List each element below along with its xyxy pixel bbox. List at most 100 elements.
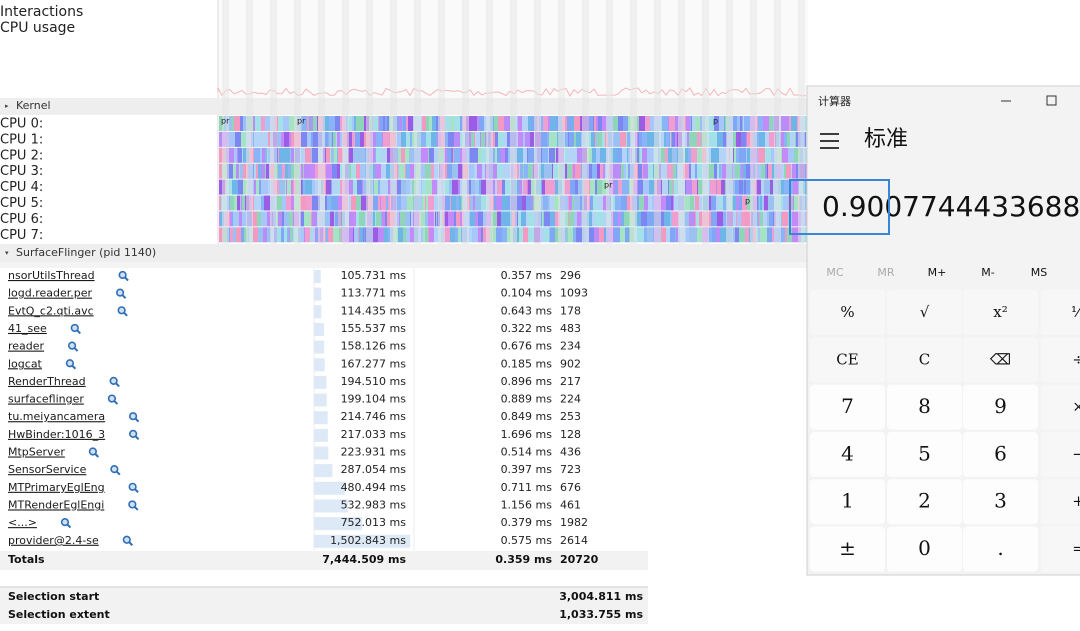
calc-key[interactable]: . — [963, 526, 1038, 572]
cpu-slice — [743, 227, 745, 243]
magnifier-icon[interactable] — [107, 394, 119, 405]
thread-name[interactable]: logd.reader.per — [8, 287, 93, 300]
magnifier-icon[interactable] — [118, 270, 129, 282]
magnifier-icon[interactable] — [109, 376, 120, 388]
cpu-slice — [564, 179, 570, 195]
vsync-band — [270, 0, 277, 268]
magnifier-icon[interactable] — [60, 517, 72, 529]
cpu-slice — [591, 131, 595, 147]
key-bg — [810, 337, 885, 383]
cpu-slice — [311, 116, 313, 131]
calc-key[interactable]: × — [1041, 384, 1080, 430]
cpu-slice — [219, 195, 221, 211]
cpu-slice — [524, 163, 528, 179]
calc-key[interactable]: 6 — [963, 431, 1038, 477]
key-bg — [963, 337, 1038, 383]
calc-key[interactable]: ÷ — [1041, 337, 1080, 383]
magnifier-icon[interactable] — [65, 359, 77, 370]
magnifier-icon[interactable] — [110, 465, 121, 476]
calc-key[interactable]: = — [1041, 526, 1080, 572]
thread-name[interactable]: RenderThread — [8, 375, 86, 388]
thread-name[interactable]: <...> — [8, 516, 37, 529]
cpu-slice — [691, 163, 695, 179]
thread-name[interactable]: surfaceflinger — [8, 393, 84, 406]
magnifier-icon[interactable] — [128, 482, 139, 494]
thread-name[interactable]: SensorService — [8, 463, 87, 476]
memory-key[interactable]: MS — [1031, 266, 1047, 279]
cpu-slice — [282, 211, 284, 227]
cpu-slice — [479, 179, 481, 195]
duration-bar — [314, 287, 322, 301]
cpu-slice — [653, 211, 654, 227]
calc-key[interactable]: + — [1041, 479, 1080, 525]
thread-name[interactable]: EvtQ_c2.qti.avc — [8, 304, 94, 317]
calc-mode: 标准 — [864, 127, 908, 152]
memory-key[interactable]: M- — [981, 266, 994, 279]
magnifier-handle — [134, 435, 140, 441]
magnifier-icon[interactable] — [129, 429, 140, 441]
calc-key[interactable]: 5 — [887, 431, 962, 477]
thread-name[interactable]: MtpServer — [8, 446, 65, 459]
calc-key[interactable]: 9 — [963, 384, 1038, 430]
calc-key[interactable]: 7 — [810, 384, 885, 430]
calc-key[interactable]: 4 — [810, 431, 885, 477]
calc-key[interactable]: √ — [887, 290, 962, 335]
cpu-slice — [782, 211, 788, 227]
cpu-slice — [349, 163, 351, 179]
magnifier-handle — [94, 453, 100, 458]
thread-name[interactable]: MTRenderEglEngi — [8, 498, 104, 511]
thread-name[interactable]: provider@2.4-se — [8, 534, 99, 547]
cpu-slice — [527, 179, 528, 195]
cpu-slice — [572, 116, 574, 131]
cpu-slice — [528, 163, 531, 179]
calc-key[interactable]: 1 — [810, 479, 885, 525]
key-label: 4 — [841, 441, 854, 465]
thread-name[interactable]: 41_see — [8, 322, 47, 335]
cpu-slice — [243, 163, 248, 179]
magnifier-icon[interactable] — [115, 288, 127, 299]
thread-name[interactable]: HwBinder:1016_3 — [8, 428, 105, 441]
cpu-slice — [478, 147, 481, 163]
calc-key[interactable]: ¹⁄ₓ — [1041, 290, 1080, 335]
calc-key[interactable]: 3 — [963, 479, 1038, 525]
magnifier-icon[interactable] — [122, 535, 134, 546]
cpu-slice — [494, 195, 496, 211]
cpu-slice — [550, 116, 556, 131]
magnifier-icon[interactable] — [88, 447, 100, 458]
calc-key[interactable]: 2 — [887, 479, 962, 525]
calc-key[interactable]: CE — [810, 337, 885, 383]
avg-duration: 1.156 ms — [501, 498, 553, 511]
thread-name[interactable]: nsorUtilsThread — [8, 269, 95, 282]
cpu-slice — [621, 211, 624, 227]
cpu-slice — [240, 116, 243, 131]
key-bg — [1041, 337, 1080, 383]
cpu-slice — [308, 211, 311, 227]
cpu-slice — [521, 211, 526, 227]
cpu-slice — [481, 147, 484, 163]
thread-name[interactable]: logcat — [8, 357, 43, 370]
cpu-slice — [740, 163, 741, 179]
cpu-slice — [445, 131, 448, 147]
cpu-slice — [713, 147, 719, 163]
calc-key[interactable]: ± — [810, 526, 885, 572]
thread-name[interactable]: tu.meiyancamera — [8, 410, 105, 423]
magnifier-icon[interactable] — [128, 412, 140, 423]
cpu-slice — [550, 211, 555, 227]
magnifier-icon[interactable] — [67, 341, 79, 352]
cpu-slice — [470, 147, 476, 163]
calc-key[interactable]: − — [1041, 431, 1080, 477]
thread-name[interactable]: reader — [8, 340, 45, 353]
calc-key[interactable]: % — [810, 290, 885, 335]
magnifier-icon[interactable] — [128, 500, 139, 511]
cpu-slice — [618, 179, 622, 195]
calc-key[interactable]: x² — [963, 290, 1038, 335]
cpu-slice — [697, 147, 702, 163]
thread-name[interactable]: MTPrimaryEglEng — [8, 481, 105, 494]
calc-key[interactable]: 0 — [887, 526, 962, 572]
calc-key[interactable]: ⌫ — [963, 337, 1038, 383]
calc-key[interactable]: C — [887, 337, 962, 383]
memory-key[interactable]: M+ — [928, 266, 947, 279]
magnifier-icon[interactable] — [117, 306, 128, 317]
magnifier-icon[interactable] — [70, 323, 81, 335]
calc-key[interactable]: 8 — [887, 384, 962, 430]
